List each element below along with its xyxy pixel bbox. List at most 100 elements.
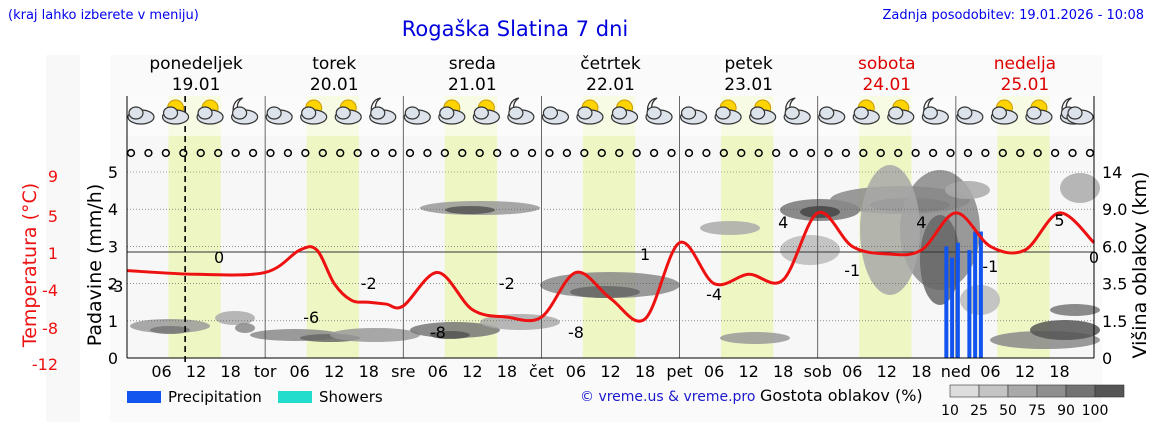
legend-precip-label: Precipitation [168, 388, 262, 406]
weather-icon [1066, 106, 1094, 125]
cloud-density-tick: 90 [1057, 403, 1075, 419]
x-tick-label: 18 [1049, 362, 1069, 381]
weather-icon [127, 106, 155, 125]
legend-precipitation: Precipitation [127, 388, 262, 406]
temperature-line: -30-6-2-8-2-81-44-14-150 [108, 210, 1099, 342]
wind-calm-marker [1068, 148, 1077, 158]
wind-calm-marker [353, 148, 362, 158]
daylight-band [997, 96, 1050, 358]
cloud-patch [860, 165, 920, 295]
daylight-band [168, 96, 221, 358]
cloud-density-swatch [1007, 384, 1038, 398]
cloud-density-swatch [1036, 384, 1067, 398]
wind-calm-marker [527, 148, 537, 158]
weather-icon [610, 99, 639, 125]
wind-calm-marker [771, 148, 781, 158]
day-date: 24.01 [862, 75, 911, 95]
cloud-icon [1026, 106, 1042, 120]
wind-calm-marker [894, 148, 903, 158]
weather-icon [300, 99, 328, 125]
y-tick-temperature: 9 [48, 167, 58, 186]
cloud-icon [784, 106, 800, 120]
wind-calm-marker [562, 148, 572, 158]
wind-calm-marker [998, 148, 1007, 158]
region-hint[interactable]: (kraj lahko izberete v meniju) [8, 8, 199, 23]
y-tick-precip: 4 [108, 200, 118, 219]
x-tick-label: tor [254, 362, 277, 381]
cloud-density-tick: 75 [1028, 403, 1046, 419]
weather-icon [334, 99, 362, 125]
cloud-icon [404, 106, 420, 120]
cloud-density-swatch [1065, 384, 1096, 398]
precip-swatch [127, 391, 161, 403]
wind-calm-marker [737, 148, 746, 158]
wind-calm-marker [545, 148, 554, 158]
wind-calm-marker [510, 148, 519, 158]
day-date: 21.01 [448, 75, 497, 95]
weather-icon [956, 106, 984, 125]
y-tick-precip: 3 [108, 237, 118, 256]
precip-axis-title: Padavine (mm/h) [84, 184, 106, 347]
cloud-patch [920, 215, 960, 305]
cloud-icon [508, 106, 524, 120]
wind-calm-marker [248, 148, 258, 158]
y-tick-temperature: 1 [48, 244, 58, 263]
y-tick-precip: 0 [108, 349, 118, 368]
wind-calm-marker [597, 148, 606, 158]
x-tick-label: 12 [186, 362, 206, 381]
wind-calm-marker [719, 148, 728, 158]
weather-icon [541, 106, 570, 125]
wind-calm-marker [684, 148, 694, 158]
wind-calm-marker [859, 148, 868, 158]
copyright-link[interactable]: © vreme.us & vreme.pro [580, 389, 756, 405]
wind-calm-marker [405, 148, 415, 158]
cloud-patch [1050, 304, 1100, 316]
cloud-density-swatch [949, 384, 980, 398]
cloud-icon [922, 106, 938, 120]
daylight-band [306, 96, 359, 358]
y-tick-cloud: 6.0 [1102, 237, 1127, 256]
weather-icon [196, 99, 224, 125]
weather-icon [1025, 99, 1053, 125]
x-tick-label: 18 [911, 362, 931, 381]
wind-calm-marker [963, 148, 973, 158]
wind-calm-marker [841, 148, 851, 158]
cloud-density-swatch [978, 384, 1009, 398]
y-tick-temperature: -4 [42, 281, 58, 300]
temperature-label: -8 [430, 323, 446, 342]
cloud-density-swatch [1094, 384, 1125, 398]
legend-showers: Showers [278, 388, 383, 406]
cloud-icon [473, 106, 489, 120]
x-tick-label: 06 [566, 362, 586, 381]
weather-icon [749, 99, 777, 125]
cloud-icon [853, 106, 869, 120]
y-tick-precip: 5 [108, 163, 118, 182]
weather-icon [231, 97, 259, 125]
wind-calm-marker [911, 148, 920, 158]
temperature-label: -1 [982, 257, 998, 276]
page-title: Rogaška Slatina 7 dni [401, 17, 629, 41]
x-tick-label: pet [666, 362, 692, 381]
wind-calm-marker [702, 148, 711, 158]
x-tick-label: 18 [635, 362, 655, 381]
cloud-icon [128, 106, 144, 120]
precipitation-bars [944, 231, 983, 358]
temperature-label: -6 [303, 308, 319, 327]
weather-icon [507, 97, 535, 125]
x-tick-label: 18 [497, 362, 517, 381]
wind-calm-marker [301, 148, 310, 158]
weather-icon [403, 106, 431, 125]
day-name: sobota [858, 54, 916, 74]
wind-calm-marker [126, 148, 136, 158]
cloud-icon [819, 106, 835, 120]
y-tick-temperature: -8 [42, 319, 58, 338]
wind-calm-marker [1085, 148, 1095, 158]
x-tick-label: sob [804, 362, 832, 381]
cloud-icon [888, 106, 904, 120]
wind-calm-marker [336, 148, 345, 158]
legend-showers-label: Showers [319, 388, 383, 406]
wind-calm-marker [806, 148, 816, 158]
temperature-label: 4 [916, 213, 926, 232]
day-name: četrtek [580, 54, 641, 74]
